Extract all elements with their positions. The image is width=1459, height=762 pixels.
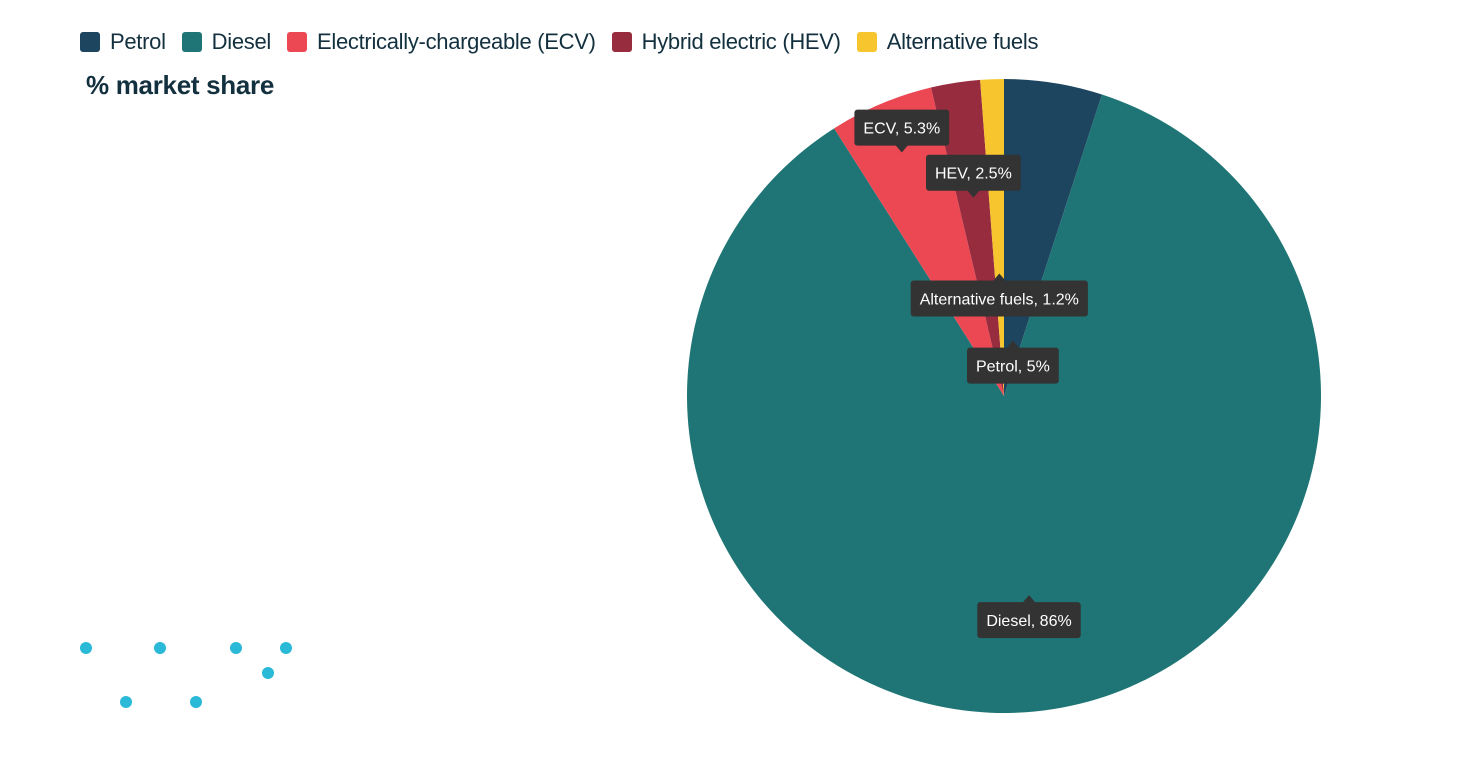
pie-slice-diesel[interactable] [686, 94, 1321, 714]
chart-subtitle: % market share [86, 70, 275, 100]
logo-dot [190, 696, 202, 708]
pie-slice-petrol[interactable] [1004, 79, 1102, 396]
data-label-diesel: Diesel, 86% [977, 595, 1081, 639]
svg-text:HEV, 2.5%: HEV, 2.5% [935, 166, 1012, 183]
svg-text:Diesel, 86%: Diesel, 86% [986, 613, 1071, 630]
legend-label-ecv: Electrically-chargeable (ECV) [317, 29, 596, 54]
legend-item-ecv[interactable]: Electrically-chargeable (ECV) [287, 29, 596, 55]
svg-text:ECV, 5.3%: ECV, 5.3% [863, 121, 940, 138]
legend-swatch-hev [611, 32, 632, 52]
legend-label-alternative-fuels: Alternative fuels [886, 29, 1039, 54]
pie-slices [686, 79, 1321, 714]
logo-dot [230, 642, 242, 654]
legend-swatch-petrol [80, 32, 100, 52]
chart-legend: Petrol Diesel Electrically-chargeable (E… [80, 27, 1054, 57]
legend-item-hev[interactable]: Hybrid electric (HEV) [611, 29, 841, 55]
legend-swatch-ecv [287, 32, 308, 52]
logo-dot [262, 667, 274, 679]
data-label-hev: HEV, 2.5% [926, 154, 1021, 198]
data-label-alternative-fuels: Alternative fuels, 1.2% [910, 273, 1088, 317]
legend-item-alternative-fuels[interactable]: Alternative fuels [856, 29, 1039, 55]
svg-text:Alternative fuels, 1.2%: Alternative fuels, 1.2% [920, 292, 1079, 309]
legend-swatch-diesel [181, 32, 202, 52]
legend-item-diesel[interactable]: Diesel [181, 29, 272, 55]
data-labels: Petrol, 5% Diesel, 86% ECV, 5.3% HEV, 2.5% A… [854, 109, 1088, 639]
legend-item-petrol[interactable]: Petrol [80, 29, 166, 55]
legend-label-hev: Hybrid electric (HEV) [641, 29, 841, 54]
logo-dot [80, 642, 92, 654]
legend-swatch-alternative-fuels [856, 32, 877, 52]
acea-logo [80, 642, 292, 708]
legend-label-petrol: Petrol [110, 29, 166, 54]
data-label-ecv: ECV, 5.3% [854, 109, 950, 153]
data-label-petrol: Petrol, 5% [967, 340, 1059, 384]
logo-dot [120, 696, 132, 708]
pie-slice-ecv[interactable] [834, 87, 1004, 396]
logo-dot [154, 642, 166, 654]
acea-logo-dots [80, 642, 292, 708]
svg-text:Petrol, 5%: Petrol, 5% [976, 359, 1050, 376]
legend-label-diesel: Diesel [211, 29, 272, 54]
logo-dot [280, 642, 292, 654]
